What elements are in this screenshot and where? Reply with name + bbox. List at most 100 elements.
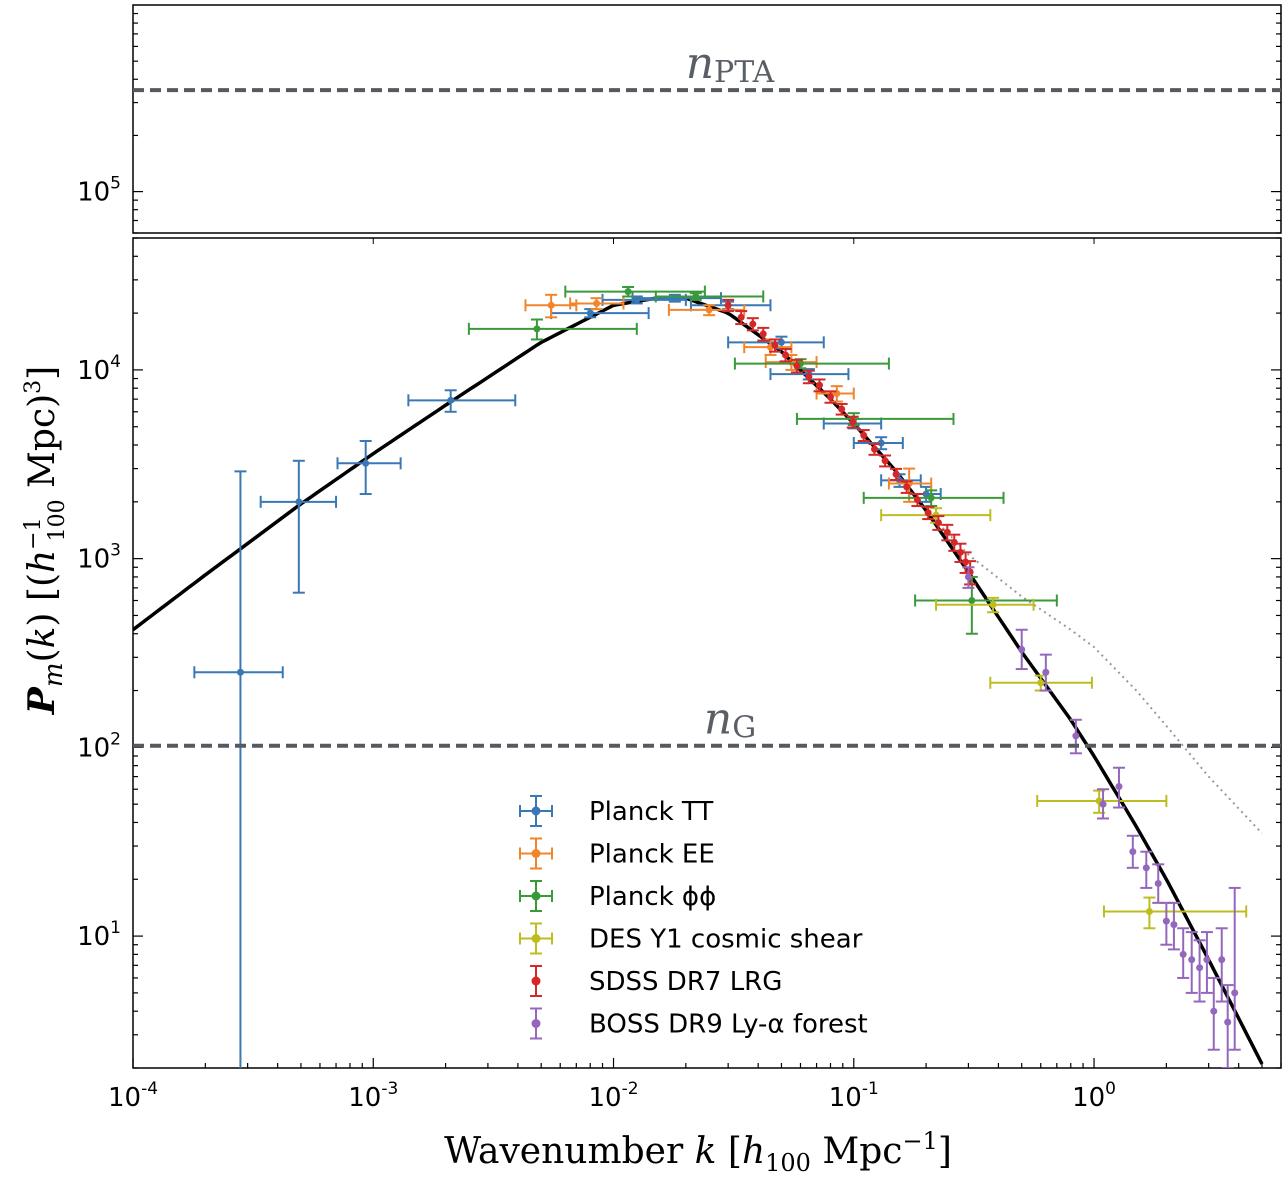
data-point bbox=[1145, 907, 1153, 915]
data-point bbox=[1218, 956, 1226, 964]
data-point bbox=[877, 439, 885, 447]
nonlinear-curve bbox=[925, 509, 1263, 835]
data-point bbox=[547, 301, 555, 309]
data-point bbox=[892, 470, 900, 478]
data-point bbox=[362, 459, 370, 467]
data-point bbox=[793, 362, 801, 370]
y-tick-label: 101 bbox=[77, 918, 121, 952]
legend-label: BOSS DR9 Ly-α forest bbox=[589, 1010, 868, 1040]
data-point bbox=[1210, 1007, 1218, 1015]
data-point bbox=[922, 490, 930, 498]
data-point bbox=[1142, 864, 1150, 872]
data-point bbox=[782, 351, 790, 359]
x-axis-title: Wavenumber k [h100 Mpc−1] bbox=[444, 1127, 952, 1177]
data-point bbox=[934, 519, 942, 527]
legend-label: Planck EE bbox=[589, 840, 715, 870]
series-des-y1-cosmic-shear bbox=[880, 507, 1248, 930]
data-point bbox=[759, 330, 767, 338]
data-point bbox=[924, 509, 932, 517]
x-tick-label: 10-1 bbox=[829, 1079, 879, 1113]
legend-marker bbox=[531, 849, 541, 858]
data-point bbox=[1129, 848, 1137, 856]
data-point bbox=[1154, 879, 1162, 887]
data-point bbox=[1099, 800, 1107, 808]
x-tick-label: 100 bbox=[1072, 1079, 1116, 1113]
y-tick-label: 104 bbox=[77, 352, 121, 386]
x-tick-label: 10-2 bbox=[588, 1079, 638, 1113]
data-point bbox=[533, 325, 541, 333]
legend-item: Planck EE bbox=[519, 837, 715, 870]
legend-marker bbox=[531, 934, 541, 943]
data-point bbox=[1037, 679, 1045, 687]
data-point bbox=[927, 494, 935, 502]
curves bbox=[133, 296, 1264, 1065]
y-tick-label: 102 bbox=[77, 729, 121, 763]
data-point bbox=[871, 445, 879, 453]
data-point bbox=[989, 601, 997, 609]
data-point bbox=[749, 320, 757, 328]
y-tick-label: 105 bbox=[77, 174, 121, 208]
data-point bbox=[950, 538, 958, 546]
data-point bbox=[860, 431, 868, 439]
lower-panel-frame bbox=[132, 237, 1282, 1069]
legend-label: Planck TT bbox=[589, 797, 713, 827]
data-point bbox=[903, 483, 911, 491]
data-point bbox=[447, 396, 455, 404]
reference-label-nG: nG bbox=[704, 694, 756, 746]
data-point bbox=[1231, 989, 1239, 997]
legend-item: Planck ϕϕ bbox=[519, 880, 716, 912]
data-point bbox=[1203, 956, 1211, 964]
series-boss-dr9-ly-forest bbox=[962, 566, 1241, 1068]
series-sdss-dr7-lrg bbox=[722, 298, 977, 586]
data-point bbox=[1115, 783, 1123, 791]
data-point bbox=[1072, 732, 1080, 740]
data-point bbox=[849, 418, 857, 426]
legend-marker bbox=[531, 891, 541, 901]
y-tick-label: 103 bbox=[77, 541, 121, 575]
data-series bbox=[193, 285, 1248, 1068]
data-point bbox=[1179, 950, 1187, 958]
data-point bbox=[593, 299, 601, 307]
data-point bbox=[777, 338, 785, 346]
series-planck-ee bbox=[524, 293, 933, 503]
series-planck-tt bbox=[193, 292, 942, 1068]
reference-lines: nPTA nG bbox=[133, 38, 1281, 748]
data-point bbox=[964, 573, 972, 581]
tick-labels: 10-4 10-3 10-2 10-1 100 101 102 103 104 105 bbox=[77, 174, 1116, 1113]
data-point bbox=[586, 309, 594, 317]
legend-item: BOSS DR9 Ly-α forest bbox=[530, 1007, 868, 1040]
data-point bbox=[1196, 964, 1204, 972]
legend-marker bbox=[531, 806, 541, 816]
x-tick-label: 10-4 bbox=[108, 1079, 158, 1113]
data-point bbox=[826, 393, 834, 401]
data-point bbox=[1042, 668, 1050, 676]
upper-panel-frame bbox=[132, 4, 1282, 234]
data-point bbox=[805, 373, 813, 381]
y-axis-title: Pm(k) [(h−1100 Mpc)3] bbox=[21, 366, 70, 715]
x-tick-label: 10-3 bbox=[348, 1079, 398, 1113]
legend-label: SDSS DR7 LRG bbox=[589, 967, 782, 997]
data-point bbox=[838, 405, 846, 413]
data-point bbox=[724, 301, 732, 309]
data-point bbox=[1018, 646, 1026, 654]
data-point bbox=[295, 498, 303, 506]
legend-item: SDSS DR7 LRG bbox=[530, 965, 782, 997]
legend-label: DES Y1 cosmic shear bbox=[589, 925, 863, 955]
data-point bbox=[1224, 1018, 1232, 1026]
legend-marker bbox=[531, 1019, 541, 1028]
legend: Planck TT Planck EE Planck ϕϕ DES Y1 cosmic… bbox=[519, 795, 868, 1040]
data-point bbox=[1170, 921, 1178, 929]
legend-label: Planck ϕϕ bbox=[589, 882, 716, 912]
data-point bbox=[771, 341, 779, 349]
data-point bbox=[705, 306, 713, 314]
data-point bbox=[737, 313, 745, 321]
legend-item: DES Y1 cosmic shear bbox=[519, 922, 863, 955]
axes-frame bbox=[132, 4, 1282, 1069]
data-point bbox=[968, 597, 976, 605]
data-point bbox=[1162, 917, 1170, 925]
reference-label-nPTA: nPTA bbox=[686, 38, 775, 90]
data-point bbox=[1188, 956, 1196, 964]
data-point bbox=[816, 381, 824, 389]
model-curve bbox=[133, 296, 1264, 1065]
